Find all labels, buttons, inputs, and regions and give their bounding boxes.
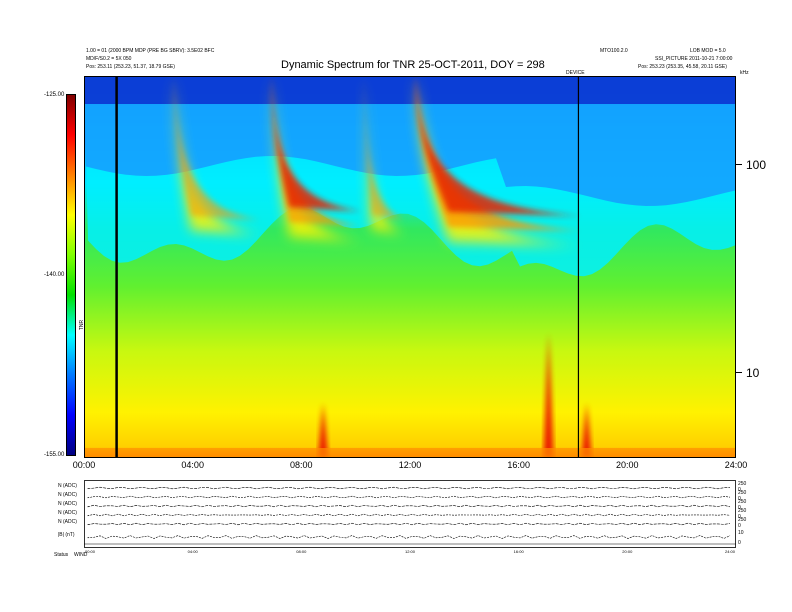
spectrogram-bands: [84, 76, 736, 277]
right-tick-12: 0: [738, 540, 741, 546]
colorbar-tick-bottom: -155.00: [44, 452, 65, 458]
chart-title: Dynamic Spectrum for TNR 25-OCT-2011, DO…: [281, 59, 545, 71]
status-value: WIND: [74, 552, 88, 558]
burst-2: [271, 76, 362, 242]
spike-3: [581, 403, 592, 458]
header-right-line-3: SSI_PICTURE 2011-10-21 7:00:00: [655, 56, 733, 62]
row-label-4: N (ADC): [58, 510, 77, 516]
trace-5: [87, 522, 731, 526]
trace-1: [87, 486, 731, 490]
bottom-x-tick-2400: 24:00: [724, 549, 736, 554]
spectrogram-spikes: [84, 333, 736, 458]
header-right-line-1: MTO100.2.0: [600, 48, 628, 54]
right-tick-2: 0: [738, 487, 741, 493]
bottom-x-tick-1600: 16:00: [513, 549, 524, 554]
bottom-x-tick-0800: 08:00: [296, 549, 307, 554]
row-label-3: N (ADC): [58, 501, 77, 507]
spectrogram-plot: [84, 76, 736, 458]
x-tick-2400: 24:00: [724, 460, 748, 470]
header-left-line-2: MD/F/S0.2 = 5X 050: [86, 56, 132, 62]
right-tick-9: 250: [738, 517, 747, 523]
header-right-line-4: Pos: 253.23 (253.35, 45.58, 20.11 GSE): [638, 64, 727, 70]
colorbar-gradient: [67, 95, 75, 455]
header-right-line-2: LOB MOD = 5.0: [690, 48, 726, 54]
bottom-panel-frame: [84, 480, 736, 548]
x-tick-1600: 16:00: [507, 460, 530, 470]
right-tick-8: 0: [738, 514, 741, 520]
y-tick-100: 100: [746, 158, 767, 172]
x-tick-2000: 20:00: [616, 460, 639, 470]
bottom-x-tick-2000: 20:00: [622, 549, 633, 554]
x-tick-0400: 04:00: [181, 460, 204, 470]
spike-1: [318, 403, 329, 458]
bottom-panel-traces: [84, 486, 736, 545]
right-tick-6: 0: [738, 505, 741, 511]
trace-3: [87, 504, 731, 508]
colorbar: [66, 94, 76, 456]
marker-label: DEVICE: [566, 70, 585, 76]
y-axis-unit: kHz: [740, 70, 749, 76]
row-label-5: N (ADC): [58, 519, 77, 525]
bottom-x-tick-1200: 12:00: [404, 549, 416, 554]
bottom-x-tick-0000: 00:00: [84, 549, 96, 554]
right-tick-4: 0: [738, 496, 741, 502]
trace-6: [87, 535, 731, 539]
right-tick-11: 10: [738, 530, 744, 536]
colorbar-tick-mid: -140.00: [44, 272, 65, 278]
spike-2: [543, 333, 554, 458]
burst-3: [363, 76, 405, 234]
right-tick-7: 250: [738, 508, 747, 514]
y-tick-10: 10: [746, 366, 760, 380]
bottom-x-tick-0400: 04:00: [187, 549, 198, 554]
status-label: Status: [54, 552, 69, 558]
burst-4: [415, 76, 582, 246]
right-tick-3: 250: [738, 490, 747, 496]
plot-frame: [84, 76, 736, 458]
top-dark-band: [84, 76, 736, 104]
row-label-1: N (ADC): [58, 483, 77, 489]
header-left-line-3: Pos: 253.11 (253.23, 51.37, 18.79 GSE): [86, 64, 175, 70]
blue-region: [84, 76, 736, 206]
y-tick-mark-10: [736, 372, 742, 373]
trace-4: [87, 513, 731, 517]
bottom-panel-plot: [84, 480, 736, 548]
x-tick-0000: 00:00: [72, 460, 96, 470]
right-tick-10: 0: [738, 523, 741, 529]
burst-1: [173, 76, 261, 235]
bottom-hot-strip: [84, 448, 736, 458]
spectrogram-markers: [115, 76, 580, 458]
right-tick-1: 250: [738, 481, 747, 487]
row-label-2: N (ADC): [58, 492, 77, 498]
y-tick-mark-100: [736, 164, 742, 165]
right-tick-5: 250: [738, 499, 747, 505]
x-tick-0800: 08:00: [290, 460, 313, 470]
x-tick-1200: 12:00: [398, 460, 422, 470]
row-label-6: |B| (nT): [58, 532, 75, 538]
spectrogram-bursts: [173, 76, 582, 246]
header-left-line-1: 1.00 = 01 (2000 BPM MDP (PRE BG SBRV): 3…: [86, 48, 215, 54]
colorbar-tick-top: -125.00: [44, 92, 65, 98]
